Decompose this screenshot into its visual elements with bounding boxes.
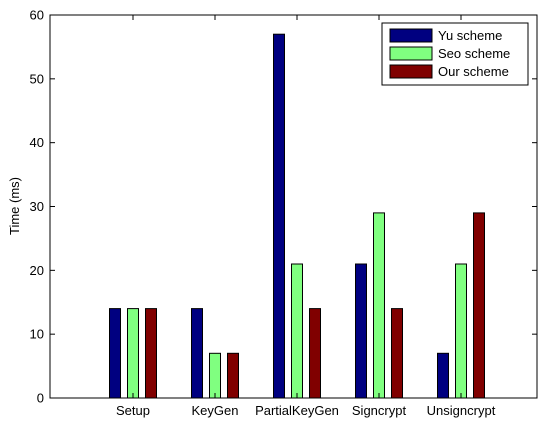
bar-yu-scheme-keygen <box>191 308 203 399</box>
x-tick-label: Setup <box>116 403 150 418</box>
bar-our-scheme-signcrypt <box>391 308 403 399</box>
bar-seo-scheme-setup <box>127 308 139 399</box>
y-ticks: 0 10 20 30 40 50 60 <box>30 8 537 406</box>
legend-swatch <box>389 46 433 61</box>
bar-seo-scheme-unsigncrypt <box>455 263 467 399</box>
legend-swatch <box>389 64 433 79</box>
y-tick-label: 0 <box>37 391 44 406</box>
bar-seo-scheme-partialkeygen <box>291 263 303 399</box>
legend: Yu scheme Seo scheme Our scheme <box>381 22 529 86</box>
x-tick-label: PartialKeyGen <box>255 403 339 418</box>
x-tick-label: Unsigncrypt <box>427 403 496 418</box>
bars-group <box>109 33 485 399</box>
legend-swatch <box>389 28 433 43</box>
bar-yu-scheme-signcrypt <box>355 263 367 399</box>
y-axis-label: Time (ms) <box>7 177 22 235</box>
bar-yu-scheme-unsigncrypt <box>437 352 449 399</box>
bar-our-scheme-keygen <box>227 352 239 399</box>
x-tick-label: KeyGen <box>192 403 239 418</box>
bar-seo-scheme-signcrypt <box>373 212 385 399</box>
x-ticks: Setup KeyGen PartialKeyGen Signcrypt Unsignc… <box>116 15 496 418</box>
y-tick-label: 30 <box>30 199 44 214</box>
y-tick-label: 20 <box>30 263 44 278</box>
legend-label: Yu scheme <box>438 28 502 43</box>
legend-label: Seo scheme <box>438 46 510 61</box>
y-tick-label: 50 <box>30 71 44 86</box>
bar-our-scheme-partialkeygen <box>309 308 321 399</box>
bar-yu-scheme-partialkeygen <box>273 33 285 399</box>
legend-label: Our scheme <box>438 64 509 79</box>
x-tick-label: Signcrypt <box>352 403 407 418</box>
y-tick-label: 60 <box>30 8 44 23</box>
bar-our-scheme-unsigncrypt <box>473 212 485 399</box>
y-tick-label: 10 <box>30 327 44 342</box>
bar-our-scheme-setup <box>145 308 157 399</box>
bar-seo-scheme-keygen <box>209 352 221 399</box>
bar-yu-scheme-setup <box>109 308 121 399</box>
y-tick-label: 40 <box>30 135 44 150</box>
